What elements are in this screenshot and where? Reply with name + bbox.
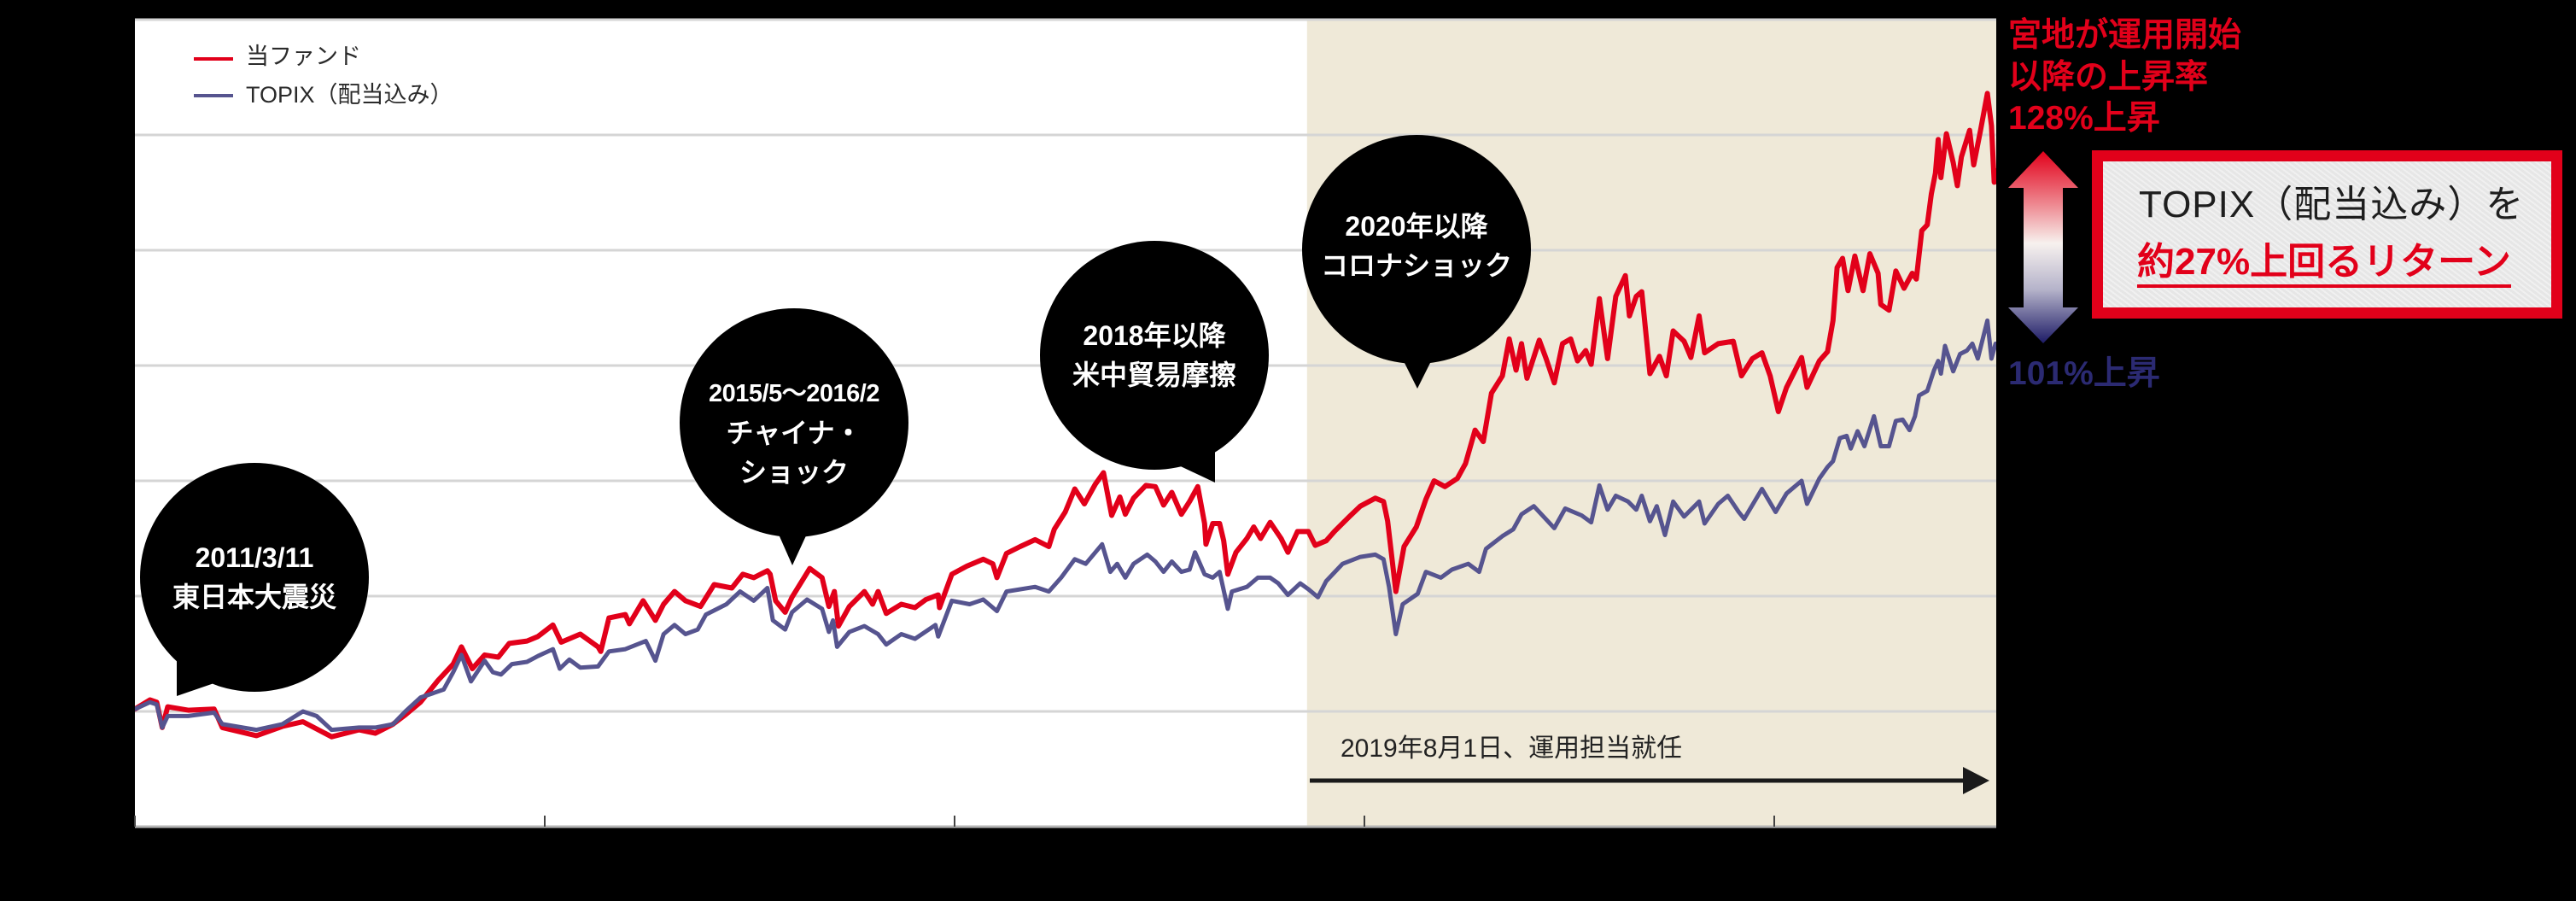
bubble-text-trade-war: 2018年以降 米中貿易摩擦 [1040,241,1269,470]
bubble-text-2011: 2011/3/11 東日本大震災 [140,463,369,692]
legend-label-fund: 当ファンド [246,44,361,69]
bubble-event: 東日本大震災 [172,582,336,612]
legend-label-topix: TOPIX（配当込み） [246,82,453,108]
double-arrow-icon [2008,151,2078,343]
bubble-date: 2018年以降 [1083,320,1226,351]
fund-rise-line: 宮地が運用開始 [2008,17,2242,54]
bubble-date: 2015/5〜2016/2 [709,380,879,407]
bubble-trade-war [1040,241,1269,483]
manager-period-arrow [1310,767,1989,794]
outperformance-callout [2092,150,2562,319]
series-line-fund [135,91,1996,740]
bubble-event: ショック [739,457,849,488]
topix-rise-annotation: 101%上昇 [2008,355,2160,392]
series-layer [135,91,1996,740]
fund-rise-value: 128%上昇 [2008,100,2160,137]
bubble-event: チャイナ・ [726,418,862,448]
bubble-date: 2011/3/11 [195,542,314,573]
grid-layer [134,18,1996,828]
callout-line2: 約27%上回るリターン [2137,242,2511,288]
bubble-event: コロナショック [1320,250,1512,281]
bubble-china-shock [680,308,908,565]
arrowhead-right-icon [1963,767,1989,794]
manager-start-label: 2019年8月1日、運用担当就任 [1341,734,1683,763]
callout-line1: TOPIX（配当込み）を [2139,184,2525,225]
bubble-2011-earthquake [140,463,369,696]
fund-rise-line: 以降の上昇率 [2008,58,2209,96]
bubble-text-china: 2015/5〜2016/2 チャイナ・ ショック [680,308,908,537]
bubble-text-corona: 2020年以降 コロナショック [1302,132,1531,360]
bubble-event: 米中貿易摩擦 [1072,360,1236,390]
series-line-topix [135,318,1996,733]
fund-rise-annotation: 宮地が運用開始 以降の上昇率 128%上昇 [2008,15,2241,140]
bubble-corona-shock [1302,135,1531,389]
bubble-date: 2020年以降 [1345,211,1488,242]
